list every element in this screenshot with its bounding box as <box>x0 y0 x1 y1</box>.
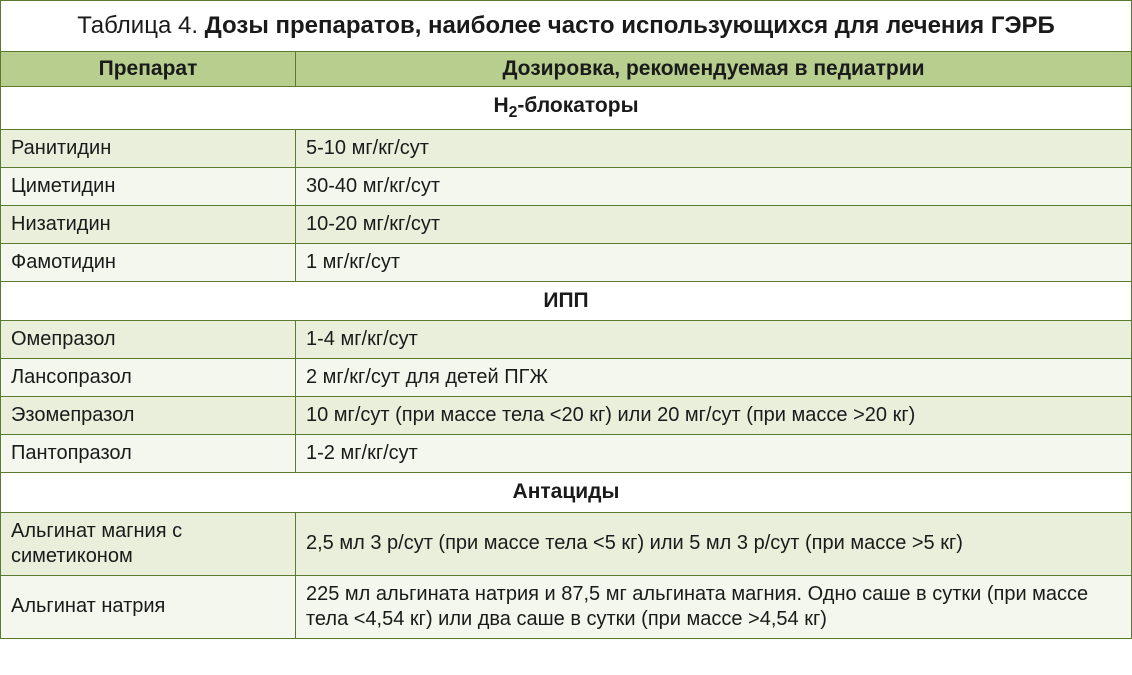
cell-dose: 2 мг/кг/сут для детей ПГЖ <box>296 359 1132 397</box>
table-row: Альгинат натрия225 мл альгината натрия и… <box>1 575 1132 638</box>
cell-dose: 10 мг/сут (при массе тела <20 кг) или 20… <box>296 397 1132 435</box>
cell-drug: Фамотидин <box>1 244 296 282</box>
cell-dose: 1-2 мг/кг/сут <box>296 435 1132 473</box>
section-title-pre: Н <box>493 94 508 117</box>
cell-drug: Циметидин <box>1 168 296 206</box>
cell-dose: 30-40 мг/кг/сут <box>296 168 1132 206</box>
table-row: Омепразол1-4 мг/кг/сут <box>1 321 1132 359</box>
cell-drug: Низатидин <box>1 206 296 244</box>
column-header-dose: Дозировка, рекомендуемая в педиатрии <box>296 52 1132 87</box>
cell-dose: 1 мг/кг/сут <box>296 244 1132 282</box>
table-row: Эзомепразол10 мг/сут (при массе тела <20… <box>1 397 1132 435</box>
table-caption: Таблица 4. Дозы препаратов, наиболее час… <box>1 1 1132 52</box>
cell-drug: Пантопразол <box>1 435 296 473</box>
cell-dose: 1-4 мг/кг/сут <box>296 321 1132 359</box>
cell-drug: Альгинат натрия <box>1 575 296 638</box>
table-row: Низатидин10-20 мг/кг/сут <box>1 206 1132 244</box>
cell-drug: Омепразол <box>1 321 296 359</box>
section-title-post: -блокаторы <box>517 94 638 117</box>
cell-drug: Альгинат магния с симетиконом <box>1 512 296 575</box>
cell-drug: Ранитидин <box>1 130 296 168</box>
table-row: Лансопразол2 мг/кг/сут для детей ПГЖ <box>1 359 1132 397</box>
caption-prefix: Таблица 4. <box>77 12 204 39</box>
section-header: ИПП <box>1 282 1132 321</box>
column-header-drug: Препарат <box>1 52 296 87</box>
table-row: Фамотидин1 мг/кг/сут <box>1 244 1132 282</box>
section-header: Антациды <box>1 473 1132 512</box>
section-header: Н2-блокаторы <box>1 87 1132 130</box>
caption-title: Дозы препаратов, наиболее часто использу… <box>205 12 1055 39</box>
table-row: Альгинат магния с симетиконом2,5 мл 3 р/… <box>1 512 1132 575</box>
table-row: Циметидин30-40 мг/кг/сут <box>1 168 1132 206</box>
table-row: Ранитидин5-10 мг/кг/сут <box>1 130 1132 168</box>
cell-drug: Лансопразол <box>1 359 296 397</box>
table-row: Пантопразол1-2 мг/кг/сут <box>1 435 1132 473</box>
cell-dose: 5-10 мг/кг/сут <box>296 130 1132 168</box>
drug-dosage-table: Таблица 4. Дозы препаратов, наиболее час… <box>0 0 1132 639</box>
cell-dose: 10-20 мг/кг/сут <box>296 206 1132 244</box>
cell-dose: 225 мл альгината натрия и 87,5 мг альгин… <box>296 575 1132 638</box>
cell-drug: Эзомепразол <box>1 397 296 435</box>
cell-dose: 2,5 мл 3 р/сут (при массе тела <5 кг) ил… <box>296 512 1132 575</box>
